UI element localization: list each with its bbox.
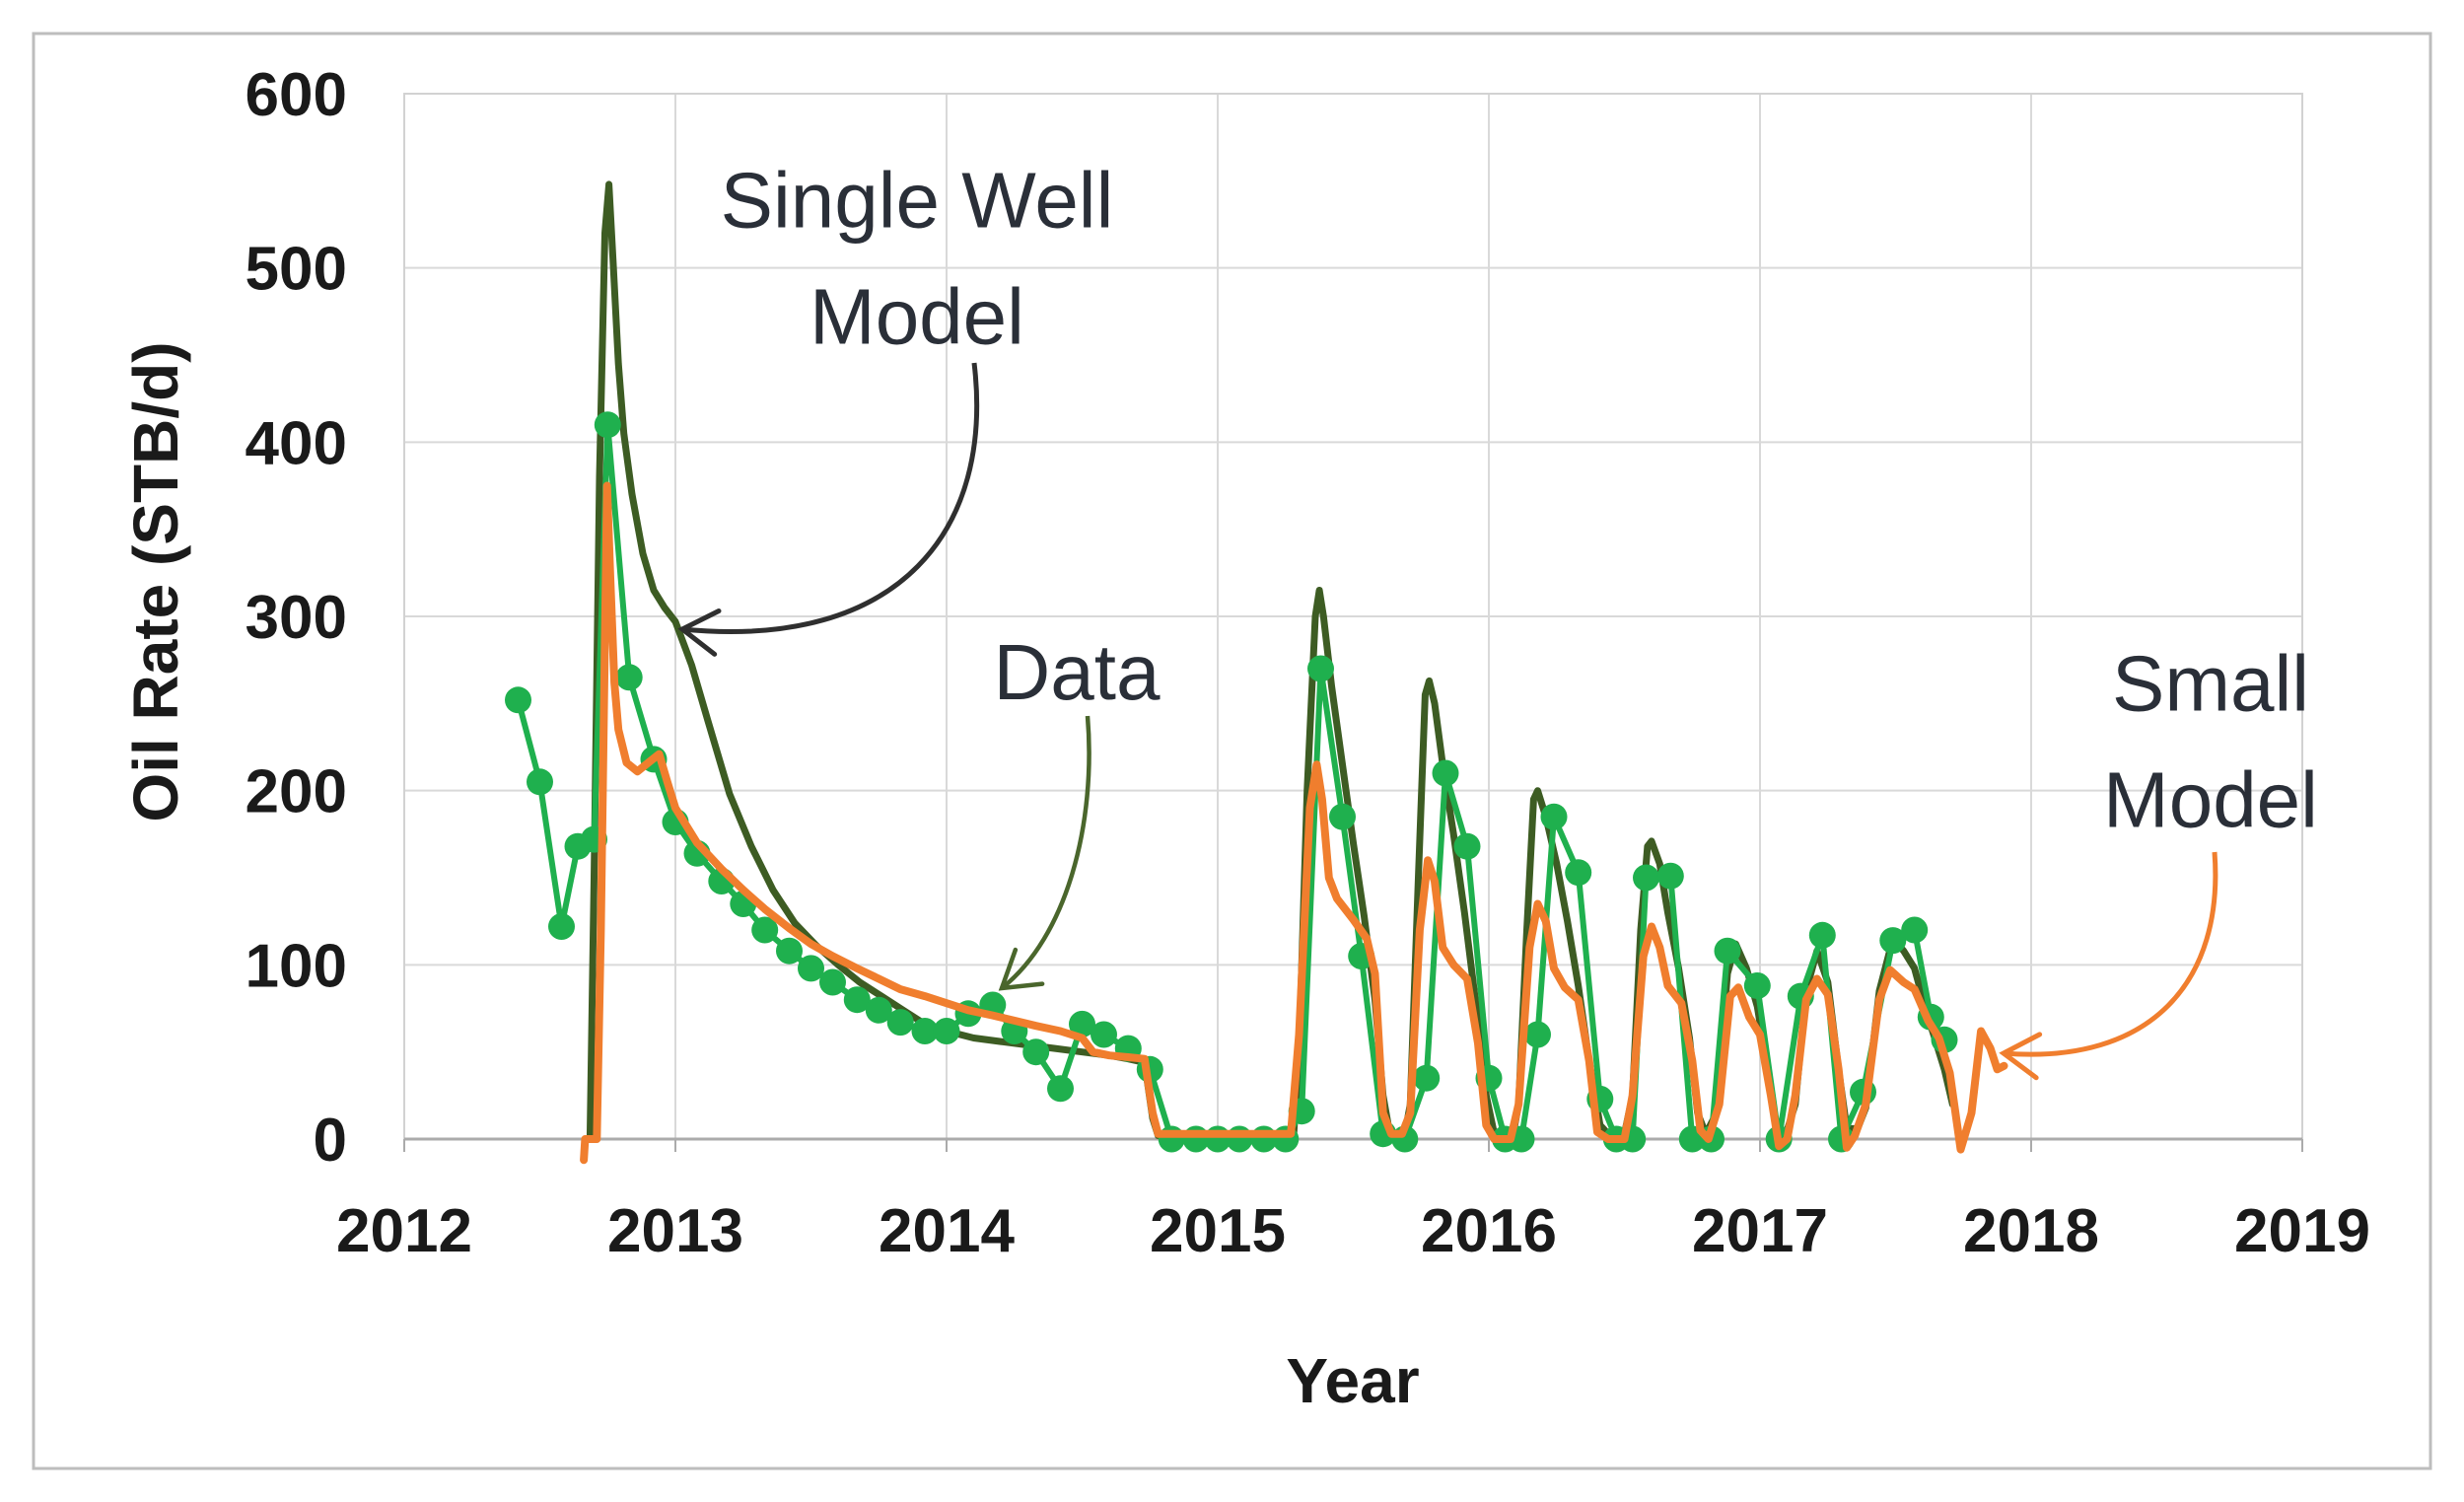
data-point-marker bbox=[1091, 1021, 1117, 1048]
y-tick-label: 0 bbox=[314, 1107, 347, 1175]
annotation-arrow-small-model bbox=[1999, 851, 2218, 1081]
data-point-marker bbox=[1901, 916, 1929, 944]
data-point-marker bbox=[1307, 655, 1334, 682]
y-tick-label: 200 bbox=[246, 758, 347, 826]
y-tick-label: 300 bbox=[246, 584, 347, 652]
data-point-marker bbox=[1432, 759, 1459, 787]
data-point-marker bbox=[615, 664, 643, 691]
x-tick-label: 2014 bbox=[879, 1197, 1015, 1265]
data-point-marker bbox=[798, 955, 824, 982]
x-tick-label: 2017 bbox=[1692, 1197, 1828, 1265]
x-tick-label: 2012 bbox=[336, 1197, 472, 1265]
data-point-marker bbox=[1633, 864, 1659, 892]
figure-border bbox=[32, 32, 2432, 1470]
data-point-marker bbox=[548, 913, 575, 940]
x-tick-label: 2015 bbox=[1150, 1197, 1286, 1265]
data-point-marker bbox=[1069, 1010, 1095, 1037]
data-point-marker bbox=[1540, 803, 1568, 830]
data-point-marker bbox=[776, 937, 803, 965]
annotation-arrow-single-well-model bbox=[677, 362, 980, 657]
data-point-marker bbox=[1226, 1125, 1253, 1153]
data-point-marker bbox=[1808, 921, 1836, 949]
data-point-marker bbox=[843, 986, 871, 1014]
y-tick-label: 600 bbox=[246, 61, 347, 129]
data-point-marker bbox=[505, 686, 531, 714]
data-point-marker bbox=[819, 968, 846, 996]
data-point-marker bbox=[886, 1009, 914, 1037]
y-tick-label: 100 bbox=[246, 932, 347, 1000]
data-point-marker bbox=[1879, 927, 1907, 955]
data-point-marker bbox=[1524, 1021, 1551, 1048]
data-point-marker bbox=[1565, 859, 1592, 887]
data-point-marker bbox=[1047, 1075, 1074, 1103]
data-point-marker bbox=[1743, 972, 1771, 999]
series-line-single-well-model bbox=[586, 180, 1956, 1143]
data-point-marker bbox=[911, 1018, 939, 1044]
series-line-small-model bbox=[580, 481, 2008, 1165]
data-point-marker bbox=[594, 411, 621, 439]
data-point-marker bbox=[751, 916, 779, 944]
data-point-marker bbox=[865, 996, 892, 1024]
data-point-marker bbox=[1158, 1125, 1185, 1153]
data-point-marker bbox=[1714, 937, 1741, 965]
x-tick-label: 2018 bbox=[1963, 1197, 2099, 1265]
data-point-marker bbox=[1453, 832, 1481, 860]
data-point-marker bbox=[933, 1018, 960, 1044]
data-point-marker bbox=[1329, 803, 1356, 830]
data-point-marker bbox=[1022, 1038, 1050, 1066]
x-tick-label: 2013 bbox=[607, 1197, 743, 1265]
data-point-marker bbox=[527, 768, 553, 796]
y-tick-label: 400 bbox=[246, 409, 347, 477]
data-point-marker bbox=[1413, 1064, 1441, 1092]
y-tick-label: 500 bbox=[246, 236, 347, 304]
x-tick-label: 2019 bbox=[2234, 1197, 2370, 1265]
data-point-marker bbox=[1656, 862, 1684, 890]
x-tick-label: 2016 bbox=[1421, 1197, 1557, 1265]
annotation-arrow-data bbox=[998, 715, 1091, 991]
